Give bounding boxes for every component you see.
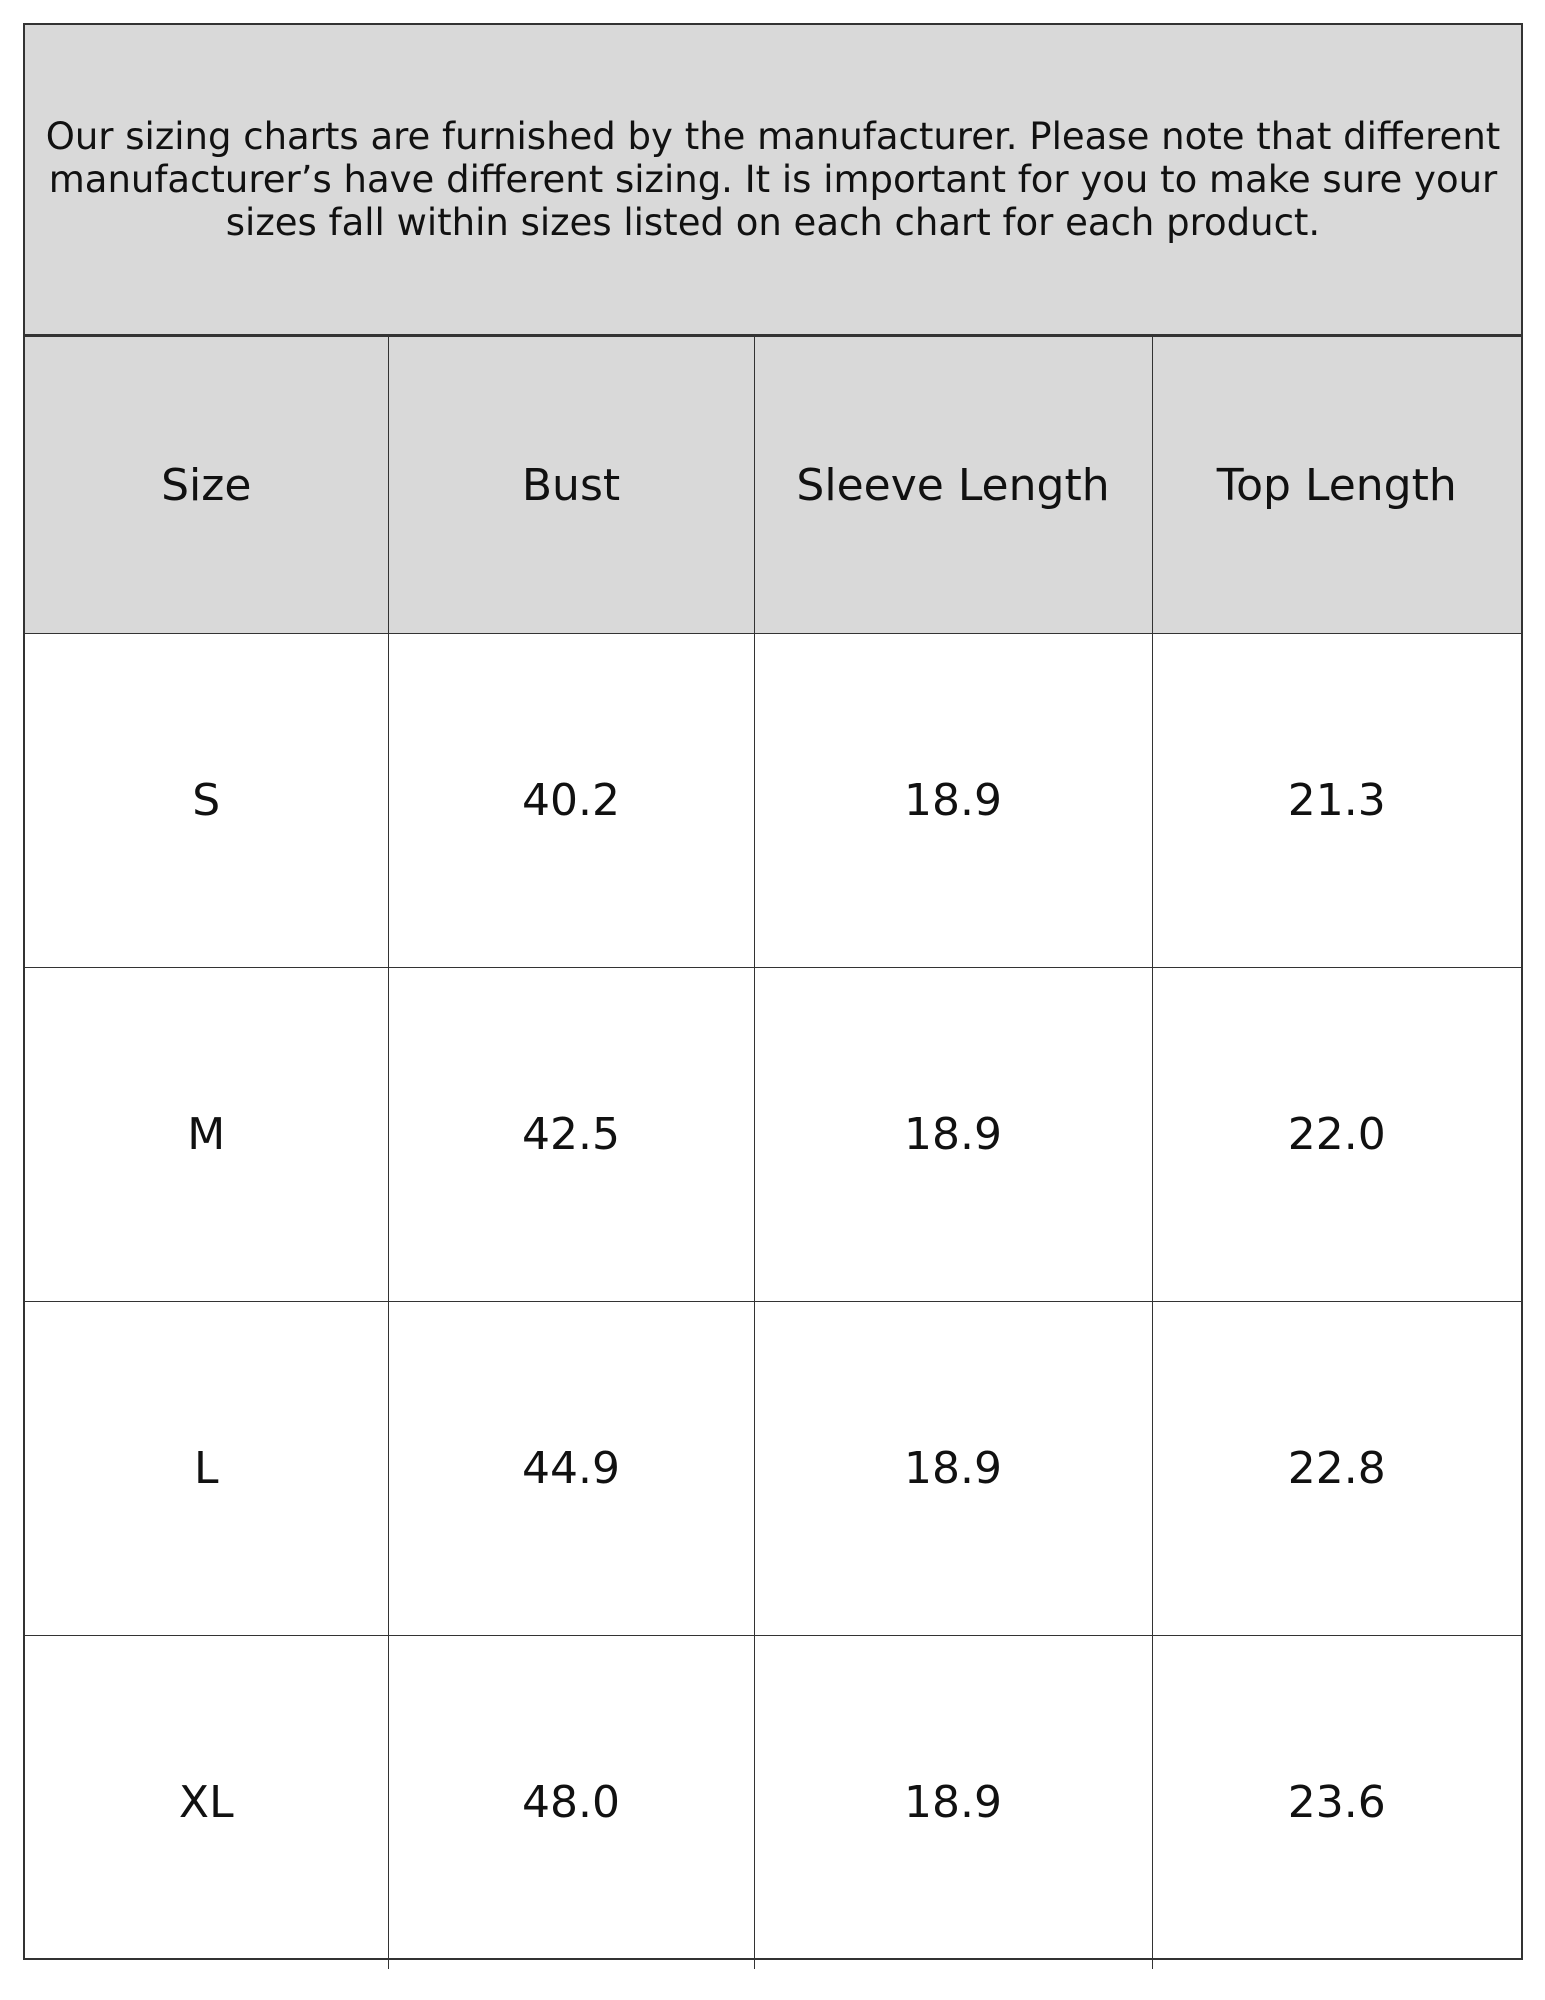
cell-bust: 42.5 <box>387 967 755 1302</box>
table-row: XL 48.0 18.9 23.6 <box>25 1635 1521 1969</box>
cell-top-length: 22.0 <box>1151 967 1521 1302</box>
cell-sleeve-length: 18.9 <box>753 1301 1153 1636</box>
cell-sleeve-length: 18.9 <box>753 633 1153 968</box>
table-row: M 42.5 18.9 22.0 <box>25 967 1521 1302</box>
cell-bust: 44.9 <box>387 1301 755 1636</box>
cell-top-length: 21.3 <box>1151 633 1521 968</box>
cell-sleeve-length: 18.9 <box>753 1635 1153 1969</box>
size-table: Size Bust Sleeve Length Top Length S 40.… <box>25 337 1521 1969</box>
cell-top-length: 23.6 <box>1151 1635 1521 1969</box>
header-bust: Bust <box>387 337 755 634</box>
cell-size: M <box>25 967 389 1302</box>
sizing-note: Our sizing charts are furnished by the m… <box>25 25 1521 337</box>
cell-sleeve-length: 18.9 <box>753 967 1153 1302</box>
cell-size: S <box>25 633 389 968</box>
table-row: L 44.9 18.9 22.8 <box>25 1301 1521 1636</box>
cell-top-length: 22.8 <box>1151 1301 1521 1636</box>
cell-size: L <box>25 1301 389 1636</box>
table-row: S 40.2 18.9 21.3 <box>25 633 1521 968</box>
cell-bust: 40.2 <box>387 633 755 968</box>
size-chart: Our sizing charts are furnished by the m… <box>23 23 1523 1969</box>
header-sleeve-length: Sleeve Length <box>753 337 1153 634</box>
cell-size: XL <box>25 1635 389 1969</box>
cell-bust: 48.0 <box>387 1635 755 1969</box>
header-size: Size <box>25 337 389 634</box>
header-top-length: Top Length <box>1151 337 1521 634</box>
table-header-row: Size Bust Sleeve Length Top Length <box>25 337 1521 634</box>
